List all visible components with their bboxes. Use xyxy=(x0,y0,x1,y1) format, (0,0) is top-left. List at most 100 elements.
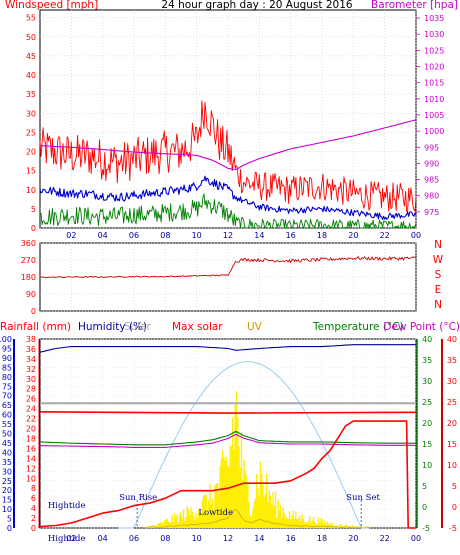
rain-x-tick-label: 16 xyxy=(286,534,296,543)
rainfall-tick-label: 16 xyxy=(26,444,36,453)
dew-point-tick-label: 35 xyxy=(447,356,457,365)
rain-x-tick-label: 02 xyxy=(66,534,76,543)
rainfall-tick-label: 28 xyxy=(26,385,36,394)
dew-point-axis-title: Dew Point (°C) xyxy=(383,321,460,333)
wind-x-tick-label: 10 xyxy=(192,231,202,240)
dew-point-tick-label: 25 xyxy=(447,398,457,407)
rain-x-tick-label: 00 xyxy=(411,534,421,543)
humidity-tick-label: 80 xyxy=(2,373,12,382)
humidity-tick-label: 55 xyxy=(2,420,12,429)
wind-low-series xyxy=(39,193,417,229)
barometer-y-tick-label: 995 xyxy=(424,143,439,152)
wind-y-tick-label: 30 xyxy=(26,109,36,118)
lowtide-label: Lowtide xyxy=(198,508,233,518)
rain-x-tick-label: 22 xyxy=(380,534,390,543)
direction-y-tick-label: 270 xyxy=(21,256,36,265)
wind-x-tick-label: 02 xyxy=(66,231,76,240)
compass-label: N xyxy=(434,299,442,311)
temperature-tick-label: 15 xyxy=(422,440,432,449)
rain-x-tick-label: 18 xyxy=(317,534,327,543)
compass-label: N xyxy=(434,239,442,251)
humidity-tick-label: 50 xyxy=(2,430,12,439)
humidity-tick-label: 85 xyxy=(2,363,12,372)
wind-y-tick-label: 0 xyxy=(31,224,36,233)
rainfall-axis-title: Rainfall (mm) xyxy=(0,321,71,333)
humidity-tick-label: 100 xyxy=(0,335,12,344)
wind-x-tick-label: 00 xyxy=(411,231,421,240)
temperature-tick-label: 30 xyxy=(422,377,432,386)
max-solar-legend-label: Max solar xyxy=(172,321,223,333)
barometer-y-tick-label: 1020 xyxy=(424,63,444,72)
wind-x-tick-label: 06 xyxy=(129,231,139,240)
humidity-tick-label: 70 xyxy=(2,392,12,401)
humidity-tick-label: 5 xyxy=(7,515,12,524)
humidity-tick-label: 15 xyxy=(2,496,12,505)
rainfall-tick-label: 32 xyxy=(26,365,36,374)
direction-y-tick-label: 0 xyxy=(31,307,36,316)
uv-series xyxy=(141,508,370,529)
humidity-tick-label: 30 xyxy=(2,467,12,476)
wind-y-tick-label: 50 xyxy=(26,33,36,42)
wind-y-tick-label: 35 xyxy=(26,90,36,99)
humidity-tick-label: 95 xyxy=(2,344,12,353)
temperature-tick-label: 25 xyxy=(422,398,432,407)
rain-x-tick-label: 20 xyxy=(348,534,358,543)
barometer-y-tick-label: 1030 xyxy=(424,30,444,39)
compass-label: S xyxy=(435,269,442,281)
humidity-tick-label: 25 xyxy=(2,477,12,486)
rainfall-tick-label: 34 xyxy=(26,355,36,364)
dew-point-tick-label: 0 xyxy=(452,503,457,512)
humidity-tick-label: 45 xyxy=(2,439,12,448)
wind-x-tick-label: 18 xyxy=(317,231,327,240)
rainfall-tick-label: 6 xyxy=(31,494,36,503)
barometer-y-tick-label: 1010 xyxy=(424,95,444,104)
rainfall-series xyxy=(39,420,416,529)
compass-label: E xyxy=(435,284,442,296)
wind-y-tick-label: 45 xyxy=(26,52,36,61)
rainfall-tick-label: 2 xyxy=(31,514,36,523)
barometer-y-tick-label: 1035 xyxy=(424,14,444,23)
humidity-axis-title: Humidity (%) xyxy=(78,321,147,333)
temperature-tick-label: -5 xyxy=(422,524,430,533)
temperature-tick-label: 40 xyxy=(422,335,432,344)
wind-y-tick-label: 40 xyxy=(26,71,36,80)
humidity-tick-label: 40 xyxy=(2,448,12,457)
rain-x-tick-label: 10 xyxy=(192,534,202,543)
barometer-y-tick-label: 990 xyxy=(424,159,439,168)
dew-point-series xyxy=(40,433,416,448)
barometer-y-tick-label: 1005 xyxy=(424,111,444,120)
wind-y-tick-label: 10 xyxy=(26,186,36,195)
temperature-tick-label: 0 xyxy=(422,503,427,512)
humidity-tick-label: 20 xyxy=(2,486,12,495)
rainfall-tick-label: 36 xyxy=(26,345,36,354)
wind-x-tick-label: 04 xyxy=(98,231,108,240)
sunset-label: Sun Set xyxy=(346,493,380,503)
wind-x-tick-label: 08 xyxy=(160,231,170,240)
rainfall-tick-label: 4 xyxy=(31,504,36,513)
hightide-label: Hightide xyxy=(48,501,86,511)
temperature-tick-label: 20 xyxy=(422,419,432,428)
rain-x-tick-label: 14 xyxy=(254,534,264,543)
rainfall-tick-label: 38 xyxy=(26,335,36,344)
barometer-y-tick-label: 1025 xyxy=(424,46,444,55)
direction-y-tick-label: 90 xyxy=(26,290,36,299)
temperature-tick-label: 10 xyxy=(422,461,432,470)
humidity-tick-label: 10 xyxy=(2,505,12,514)
temperature-axis-title: Temperature (°C) xyxy=(312,321,404,333)
hightide-label-2: Hightide xyxy=(48,534,86,544)
dew-point-tick-label: 40 xyxy=(447,335,457,344)
rainfall-tick-label: 12 xyxy=(26,464,36,473)
wind-y-tick-label: 55 xyxy=(26,14,36,23)
wind-y-tick-label: 25 xyxy=(26,128,36,137)
wind-gust-series xyxy=(39,100,417,213)
temperature-tick-label: 35 xyxy=(422,356,432,365)
rainfall-tick-label: 10 xyxy=(26,474,36,483)
barometer-axis-title: Barometer [hpa] xyxy=(371,0,458,11)
wind-y-tick-label: 15 xyxy=(26,167,36,176)
rain-x-tick-label: 08 xyxy=(160,534,170,543)
humidity-tick-label: 35 xyxy=(2,458,12,467)
rainfall-tick-label: 22 xyxy=(26,415,36,424)
dew-point-tick-label: 5 xyxy=(452,482,457,491)
